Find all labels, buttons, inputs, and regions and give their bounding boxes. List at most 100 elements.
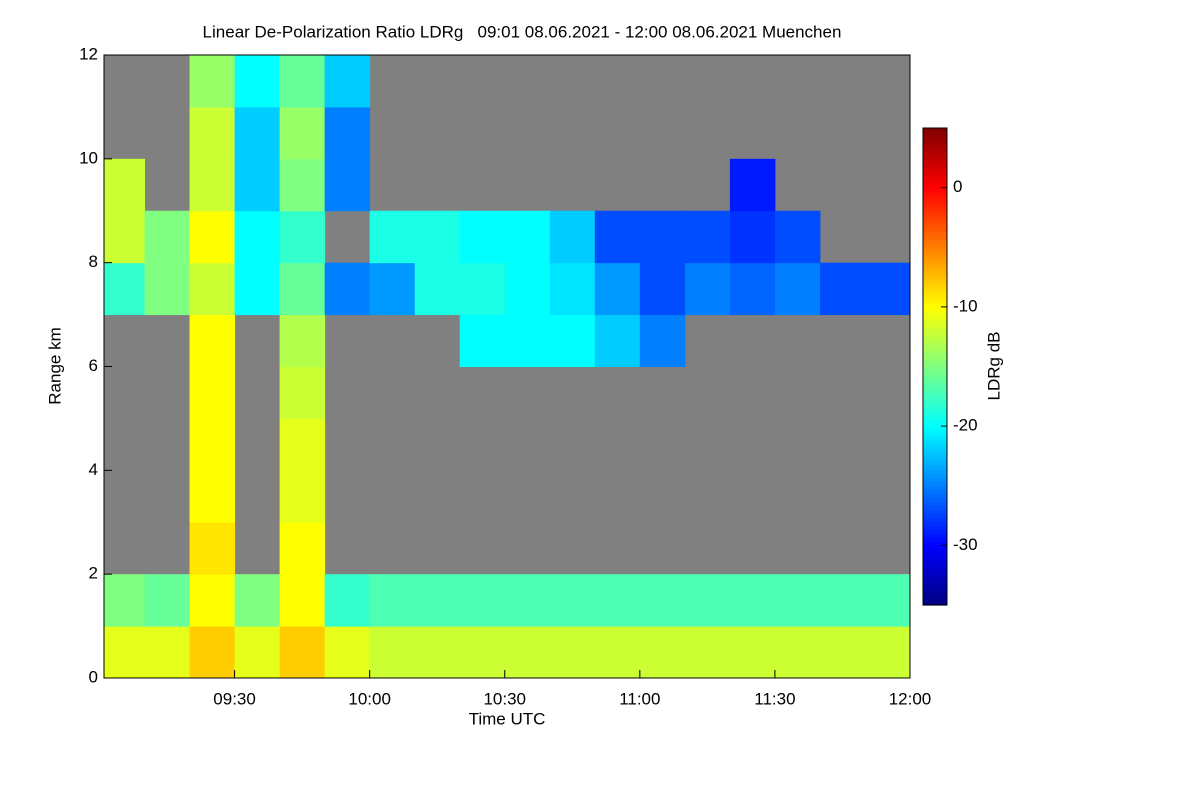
heatmap-cell xyxy=(189,314,236,367)
colorbar-step xyxy=(923,306,947,312)
colorbar-step xyxy=(923,139,947,145)
heatmap-cell xyxy=(729,210,776,264)
colorbar-step xyxy=(923,338,947,344)
colorbar-step xyxy=(923,251,947,256)
colorbar-step xyxy=(923,481,947,487)
heatmap-cell xyxy=(504,314,551,367)
colorbar-step xyxy=(923,187,947,193)
heatmap-cell xyxy=(279,626,326,678)
heatmap-cell xyxy=(234,574,281,627)
heatmap-cell xyxy=(324,262,371,316)
x-tick-label: 12:00 xyxy=(889,689,932,708)
colorbar-step xyxy=(923,239,947,244)
heatmap-cell xyxy=(774,262,821,316)
colorbar-step xyxy=(923,354,947,360)
colorbar-step xyxy=(923,461,947,467)
heatmap-cell xyxy=(639,314,686,367)
heatmap-cell xyxy=(459,626,506,678)
colorbar-step xyxy=(923,577,947,582)
colorbar-step xyxy=(923,155,947,161)
colorbar-step xyxy=(923,195,947,201)
colorbar-step xyxy=(923,290,947,296)
heatmap-cell xyxy=(234,262,281,316)
heatmap-cell xyxy=(279,418,326,471)
heatmap-cell xyxy=(729,158,776,212)
colorbar-step xyxy=(923,533,947,539)
colorbar-step xyxy=(923,298,947,304)
heatmap-cell xyxy=(504,574,551,627)
colorbar-step xyxy=(923,326,947,332)
heatmap-cell xyxy=(639,210,686,264)
colorbar-step xyxy=(923,465,947,471)
heatmap-cell xyxy=(279,106,326,160)
colorbar-step xyxy=(923,219,947,224)
heatmap-cell xyxy=(234,158,281,212)
heatmap-cell xyxy=(279,55,326,108)
heatmap-cell xyxy=(594,626,641,678)
heatmap-cell xyxy=(729,574,776,627)
heatmap-cell xyxy=(549,314,596,367)
colorbar-step xyxy=(923,529,947,535)
heatmap-cell xyxy=(189,210,236,264)
heatmap-cell xyxy=(819,574,866,627)
colorbar-step xyxy=(923,505,947,511)
heatmap-cell xyxy=(369,210,416,264)
colorbar-step xyxy=(923,493,947,499)
colorbar-step xyxy=(923,207,947,213)
heatmap-cell xyxy=(819,262,866,316)
colorbar-step xyxy=(923,374,947,380)
colorbar-step xyxy=(923,358,947,364)
colorbar-step xyxy=(923,223,947,228)
colorbar-step xyxy=(923,294,947,300)
heatmap-cell xyxy=(369,574,416,627)
colorbar-step xyxy=(923,449,947,455)
colorbar-step xyxy=(923,259,947,264)
colorbar-step xyxy=(923,143,947,149)
colorbar-step xyxy=(923,537,947,542)
heatmap-cell xyxy=(549,626,596,678)
colorbar-step xyxy=(923,589,947,594)
colorbar-step xyxy=(923,597,947,602)
heatmap-cell xyxy=(774,574,821,627)
heatmap-cell xyxy=(189,262,236,316)
colorbar-step xyxy=(923,263,947,268)
heatmap-cell xyxy=(189,626,236,678)
colorbar-step xyxy=(923,565,947,570)
heatmap-cell xyxy=(459,314,506,367)
heatmap-cell xyxy=(324,574,371,627)
heatmap-cell xyxy=(324,55,371,108)
colorbar-step xyxy=(923,255,947,260)
colorbar-frame xyxy=(922,127,948,606)
heatmap-cell xyxy=(819,626,866,678)
colorbar-tick-label: -30 xyxy=(953,535,978,554)
colorbar-step xyxy=(923,501,947,507)
colorbar-step xyxy=(923,573,947,578)
colorbar-step xyxy=(923,485,947,491)
heatmap-cell xyxy=(864,574,910,627)
heatmap-cell xyxy=(144,574,191,627)
colorbar-step xyxy=(923,171,947,177)
heatmap-cell xyxy=(774,210,821,264)
colorbar-step xyxy=(923,398,947,403)
colorbar-step xyxy=(923,513,947,519)
heatmap-cell xyxy=(414,626,461,678)
colorbar-step xyxy=(923,557,947,562)
colorbar-title: LDRg dB xyxy=(984,332,1003,401)
colorbar-tick-label: 0 xyxy=(953,177,962,196)
colorbar-step xyxy=(923,366,947,372)
heatmap xyxy=(104,55,910,678)
y-tick-label: 8 xyxy=(89,252,98,271)
heatmap-cell xyxy=(684,210,731,264)
heatmap-cell xyxy=(369,262,416,316)
colorbar-step xyxy=(923,406,947,411)
heatmap-cell xyxy=(324,626,371,678)
colorbar-step xyxy=(923,525,947,531)
colorbar-step xyxy=(923,390,947,395)
colorbar-step xyxy=(923,422,947,427)
heatmap-cell xyxy=(639,574,686,627)
heatmap-cell xyxy=(104,262,146,316)
colorbar-step xyxy=(923,287,947,292)
colorbar-step xyxy=(923,521,947,527)
y-axis-title: Range km xyxy=(45,327,64,404)
heatmap-cell xyxy=(504,626,551,678)
